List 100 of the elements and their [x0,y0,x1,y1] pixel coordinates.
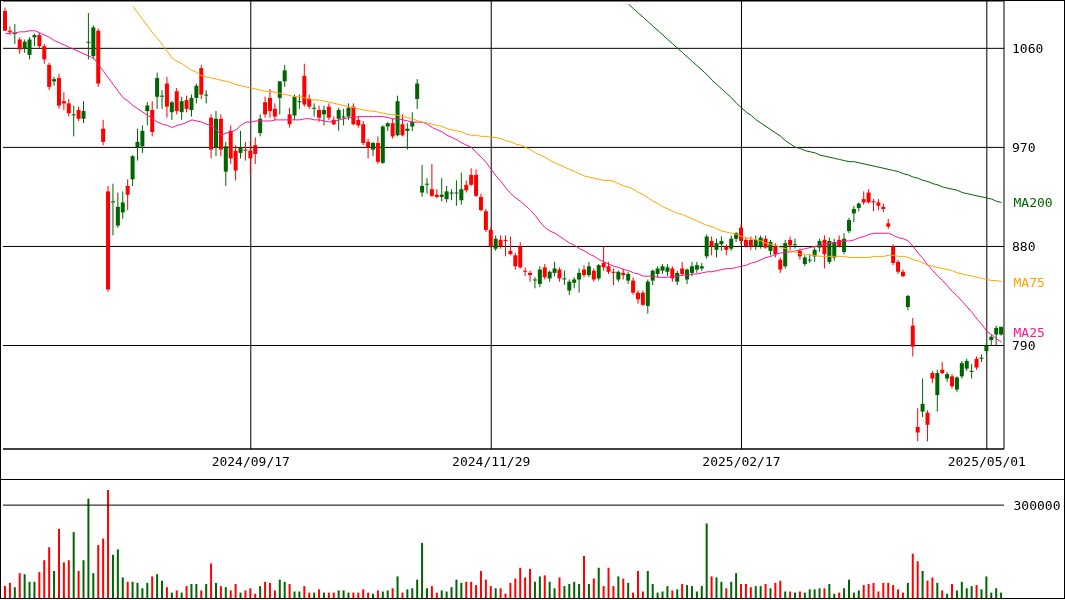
bar [587,583,590,598]
candlestick [3,7,7,32]
candlestick [47,62,52,91]
bar [877,591,880,598]
candlestick [101,119,106,146]
bar [980,589,983,598]
candlestick [27,36,32,60]
bar [990,592,993,598]
series-label: MA200 [1013,195,1053,211]
bar [852,592,855,598]
bar [686,585,689,598]
bar [13,587,16,598]
y-tick-label: 970 [1012,140,1036,156]
candlestick [292,94,297,121]
bar [146,582,149,598]
bar [278,579,281,598]
bar [337,590,340,598]
bar [641,591,644,598]
bar [450,587,453,598]
bar [342,590,345,598]
bar [710,576,713,598]
bar [558,577,561,598]
bar [445,591,448,598]
candlestick [282,64,287,88]
bar [376,590,379,598]
bar [455,579,458,598]
candlestick [935,369,940,413]
bar [519,567,522,598]
bar [57,528,60,598]
candlestick [793,238,798,250]
candlestick [827,237,832,265]
bar [1000,592,1003,598]
candlestick [125,178,130,211]
bar [916,561,919,598]
candlestick [969,363,974,380]
bar [308,592,311,598]
candlestick [945,371,950,383]
bar [136,582,139,598]
bar [18,573,21,598]
bar [720,581,723,598]
bar [769,588,772,598]
bar [892,585,895,598]
candlestick [179,96,184,121]
bar [102,538,105,598]
bar [784,591,787,598]
bar [735,573,738,598]
bar [695,591,698,598]
bar [740,583,743,598]
bar [941,590,944,598]
series-label: MA75 [1013,274,1045,290]
bar [617,576,620,598]
bar [533,581,536,598]
bar [931,577,934,598]
bar [151,576,154,598]
bar [632,592,635,598]
bar [568,583,571,598]
bar [229,590,232,598]
bar [48,547,51,598]
candlestick [915,407,920,442]
bar [592,578,595,598]
bar [33,581,36,598]
candlestick [42,43,47,65]
candlestick [709,236,714,256]
bar [749,587,752,598]
bar [313,592,316,598]
bar [396,576,399,598]
bar [180,592,183,598]
bar [921,571,924,598]
candlestick [110,183,115,236]
bar [82,560,85,598]
candlestick [420,164,425,198]
bar [185,586,188,598]
bar [808,589,811,598]
bar [627,582,630,598]
bar [725,588,728,598]
bar [965,588,968,598]
bar [823,588,826,598]
bar [779,580,782,598]
bar [857,590,860,598]
y-tick-label: 1060 [1012,40,1044,56]
bar [332,592,335,598]
bar [161,580,164,598]
x-tick-label: 2025/02/17 [702,454,781,470]
bar [460,582,463,598]
candlestick [454,179,459,207]
candlestick [375,135,380,165]
candlestick [577,267,582,294]
bar [612,586,615,598]
bar [67,560,70,598]
bar [234,583,237,598]
bar [818,588,821,598]
bar [607,567,610,598]
bar [843,588,846,598]
bar [435,592,438,598]
bar [489,586,492,598]
bar [744,583,747,598]
candlestick [145,101,150,126]
bar [681,583,684,598]
bar [676,589,679,598]
bar [960,581,963,598]
